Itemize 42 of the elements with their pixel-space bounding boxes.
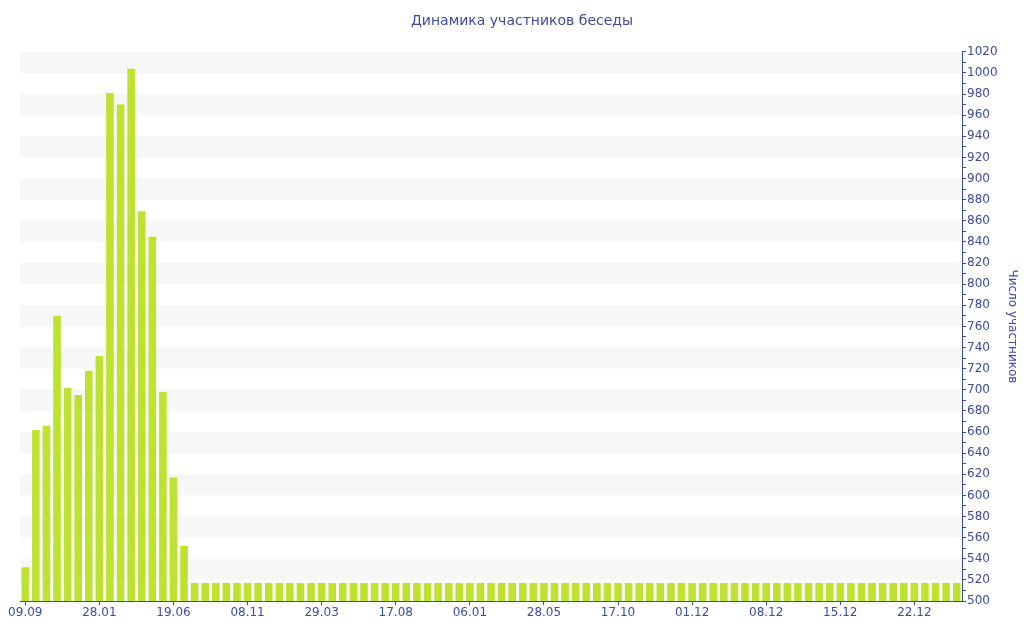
y-tick-label: 520 [967, 572, 990, 586]
x-tick-label: 15.12 [823, 605, 858, 620]
y-tick-label: 620 [967, 466, 990, 481]
x-tick-label: 09.09 [8, 605, 43, 620]
y-tick-label: 760 [967, 318, 990, 333]
y-tick-label: 560 [967, 529, 990, 544]
y-tick-label: 540 [967, 550, 990, 565]
y-tick-label: 720 [967, 360, 990, 375]
y-tick-label: 900 [967, 170, 990, 185]
y-tick-label: 1000 [967, 65, 998, 80]
y-tick-label: 860 [967, 212, 990, 227]
y-tick-label: 880 [967, 191, 990, 206]
y-tick-label: 940 [967, 128, 990, 143]
y-axis-title: Число участников [1005, 269, 1020, 384]
y-tick-label: 580 [967, 508, 990, 523]
x-tick-label: 28.01 [82, 605, 117, 620]
y-tick-label: 920 [967, 149, 990, 164]
x-tick-label: 08.11 [230, 605, 265, 620]
y-tick-label: 820 [967, 255, 990, 270]
y-tick-label: 660 [967, 424, 990, 439]
y-tick-label: 1020 [967, 43, 998, 58]
x-tick-label: 29.03 [304, 605, 339, 620]
x-tick-label: 01.12 [674, 605, 710, 620]
y-tick-label: 960 [967, 107, 990, 122]
chart-title: Динамика участников беседы [410, 12, 634, 29]
x-tick-label: 06.01 [452, 605, 488, 620]
x-tick-label: 08.12 [749, 605, 784, 620]
x-tick-label: 17.08 [378, 605, 413, 620]
y-tick-label: 780 [967, 297, 990, 312]
x-tick-label: 19.06 [156, 605, 191, 620]
y-tick-label: 980 [967, 86, 990, 101]
x-tick-label: 22.12 [897, 605, 932, 620]
y-tick-label: 700 [967, 381, 990, 396]
x-tick-label: 17.10 [600, 605, 636, 620]
x-tick-label: 28.05 [526, 605, 562, 620]
y-tick-label: 500 [967, 593, 990, 608]
y-tick-label: 840 [967, 234, 990, 249]
y-tick-label: 600 [967, 487, 990, 502]
y-tick-label: 740 [967, 339, 990, 354]
y-tick-label: 800 [967, 276, 990, 291]
y-tick-label: 680 [967, 403, 990, 418]
y-tick-label: 640 [967, 445, 990, 460]
